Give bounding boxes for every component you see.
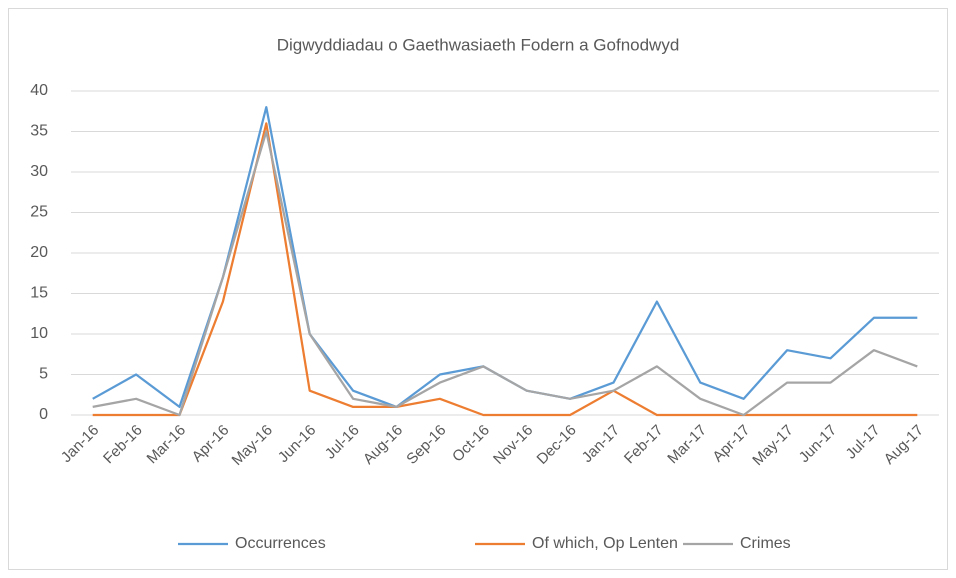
legend-label: Of which, Op Lenten bbox=[532, 535, 678, 552]
y-tick-label: 30 bbox=[30, 163, 48, 180]
series-line bbox=[92, 122, 918, 417]
y-tick-label: 40 bbox=[30, 82, 48, 99]
y-tick-label: 25 bbox=[30, 204, 48, 221]
y-tick-label: 20 bbox=[30, 244, 48, 261]
y-tick-label: 5 bbox=[39, 366, 48, 383]
y-tick-label: 35 bbox=[30, 123, 48, 140]
y-tick-label: 10 bbox=[30, 325, 48, 342]
chart-title: Digwyddiadau o Gaethwasiaeth Fodern a Go… bbox=[277, 35, 680, 54]
y-tick-label: 15 bbox=[30, 285, 48, 302]
chart-border bbox=[8, 8, 948, 570]
legend-label: Occurrences bbox=[235, 535, 326, 552]
series-line bbox=[92, 130, 918, 417]
legend-label: Crimes bbox=[740, 535, 791, 552]
y-tick-label: 0 bbox=[39, 406, 48, 423]
